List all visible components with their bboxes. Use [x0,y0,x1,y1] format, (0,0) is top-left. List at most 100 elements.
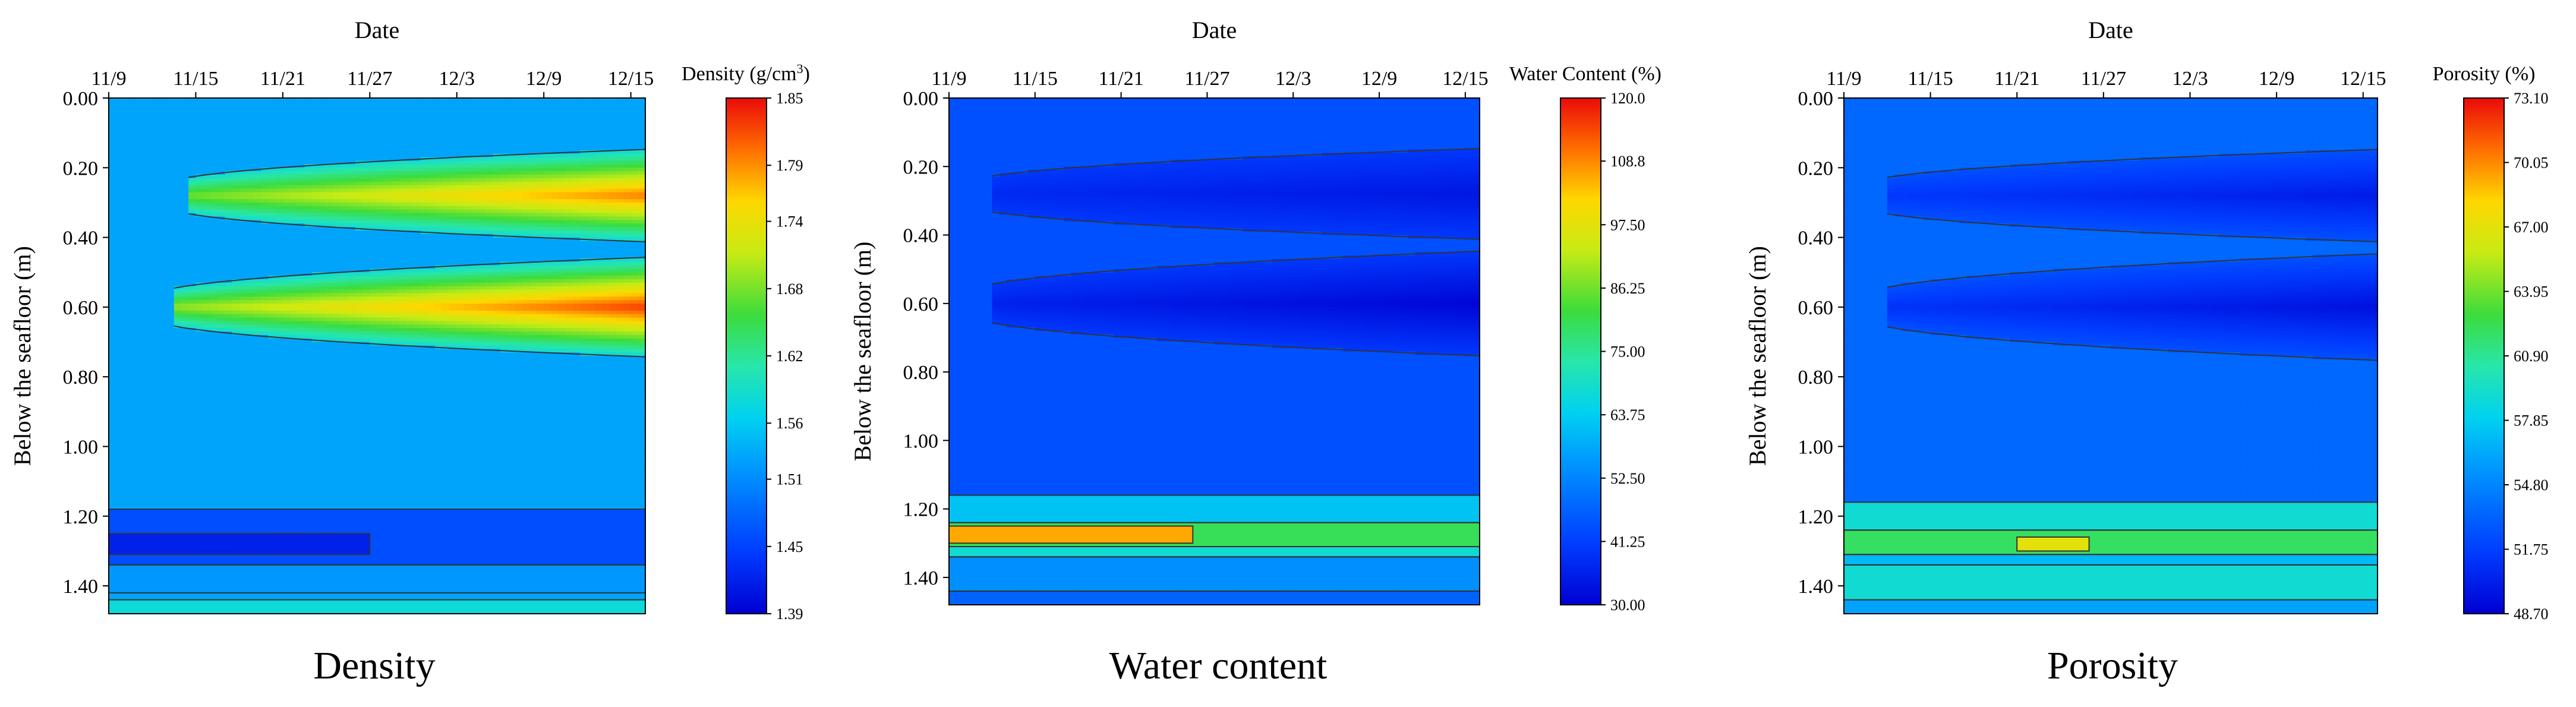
heatmap-cell [348,143,356,147]
heatmap-cell [145,443,153,447]
heatmap-cell [181,223,189,228]
heatmap-cell [290,534,298,538]
heatmap-cell [225,467,232,472]
heatmap-cell [123,457,131,461]
heatmap-cell [326,579,334,583]
heatmap-cell [319,592,327,597]
heatmap-cell [326,603,334,607]
heatmap-cell [340,530,349,534]
heatmap-cell [268,607,276,611]
heatmap-cell [166,192,175,196]
heatmap-cell [174,481,182,485]
heatmap-cell [145,192,153,196]
heatmap-cell [333,178,342,182]
heatmap-cell [319,512,327,517]
heatmap-cell [123,603,131,607]
heatmap-cell [217,195,225,200]
heatmap-cell [340,304,349,308]
heatmap-cell [210,554,218,558]
heatmap-cell [340,390,349,395]
heatmap-cell [159,352,168,356]
heatmap-cell [340,509,349,513]
heatmap-cell [232,168,240,172]
heatmap-cell [123,233,131,238]
heatmap-cell [181,98,189,102]
heatmap-cell [123,540,131,545]
heatmap-cell [232,359,240,364]
heatmap-cell [203,401,211,405]
heatmap-cell [188,596,196,601]
heatmap-cell [268,328,276,332]
heatmap-cell [290,373,298,377]
heatmap-cell [152,258,160,263]
heatmap-cell [217,453,225,457]
heatmap-cell [130,366,138,371]
heatmap-cell [137,362,146,367]
heatmap-cell [225,575,232,579]
heatmap-cell [225,474,232,478]
heatmap-cell [181,307,189,311]
heatmap-cell [254,272,261,276]
heatmap-cell [282,498,291,503]
heatmap-cell [196,115,204,119]
heatmap-cell [181,607,189,611]
heatmap-cell [254,435,261,440]
heatmap-cell [239,607,247,611]
heatmap-cell [254,457,261,461]
heatmap-cell [311,168,320,172]
heatmap-cell [217,314,225,318]
heatmap-cell [174,582,182,586]
heatmap-cell [348,366,356,371]
heatmap-cell [130,495,138,500]
heatmap-cell [181,129,189,134]
heatmap-cell [109,314,116,318]
heatmap-cell [311,603,320,607]
heatmap-cell [319,220,327,224]
heatmap-cell [203,157,211,162]
heatmap-cell [152,195,160,200]
heatmap-cell [159,105,168,109]
heatmap-cell [246,443,254,447]
heatmap-cell [348,168,356,172]
heatmap-cell [188,471,196,475]
heatmap-cell [166,115,175,119]
heatmap-cell [268,153,276,158]
heatmap-cell [203,478,211,482]
heatmap-cell [246,356,254,360]
heatmap-cell [123,446,131,450]
heatmap-cell [239,467,247,472]
heatmap-cell [166,307,175,311]
heatmap-cell [225,506,232,510]
heatmap-cell [203,254,211,259]
heatmap-cell [116,175,124,179]
heatmap-cell [326,140,334,144]
heatmap-cell [268,140,276,144]
heatmap-cell [123,251,131,255]
heatmap-cell [196,359,204,364]
heatmap-cell [217,233,225,238]
heatmap-cell [275,443,283,447]
heatmap-cell [239,227,247,231]
heatmap-cell [290,168,298,172]
heatmap-cell [145,582,153,586]
heatmap-cell [210,370,218,374]
heatmap-cell [159,108,168,113]
heatmap-cell [246,429,254,433]
heatmap-cell [181,140,189,144]
heatmap-cell [130,540,138,545]
heatmap-cell [145,265,153,269]
heatmap-cell [137,160,146,165]
heatmap-cell [109,411,116,416]
heatmap-cell [109,334,116,339]
heatmap-cell [319,463,327,468]
heatmap-cell [188,485,196,489]
heatmap-cell [210,575,218,579]
heatmap-cell [181,251,189,255]
heatmap-cell [145,506,153,510]
heatmap-cell [137,150,146,154]
heatmap-cell [261,230,269,235]
heatmap-cell [348,206,356,210]
heatmap-cell [188,300,196,304]
heatmap-cell [130,244,138,248]
heatmap-cell [109,143,116,147]
